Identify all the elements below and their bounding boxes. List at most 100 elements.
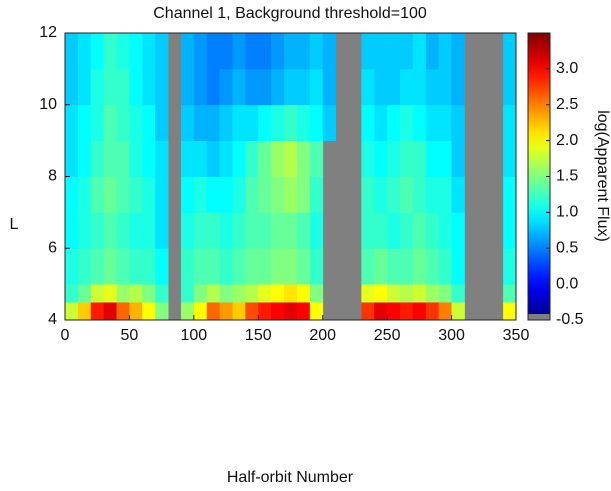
heatmap-cell	[284, 248, 298, 285]
heatmap-cell	[116, 212, 130, 249]
heatmap-cell	[142, 140, 156, 177]
heatmap-cell	[90, 104, 105, 142]
heatmap-cell	[77, 176, 92, 213]
heatmap-cell	[284, 33, 298, 70]
heatmap-cell	[438, 104, 452, 142]
heatmap-cell	[451, 212, 465, 249]
heatmap-cell	[142, 302, 156, 321]
x-tick-label: 150	[245, 327, 272, 344]
colorbar-tick-label: 0.5	[556, 239, 578, 256]
heatmap-cell	[77, 302, 92, 321]
heatmap-cell	[245, 212, 259, 249]
heatmap-cell	[142, 68, 156, 106]
heatmap-cell	[193, 176, 208, 213]
heatmap-cell	[90, 302, 105, 321]
heatmap-cell	[438, 140, 452, 177]
heatmap-cell	[387, 104, 401, 142]
heatmap-cell	[451, 33, 465, 70]
heatmap-cell	[374, 176, 388, 213]
heatmap-cell	[387, 302, 401, 321]
heatmap-cell	[503, 212, 517, 249]
heatmap-cell	[425, 104, 440, 142]
heatmap-cell	[142, 248, 156, 285]
heatmap-cell	[77, 33, 92, 70]
heatmap-cell	[400, 212, 414, 249]
heatmap-cell	[361, 212, 375, 249]
heatmap-cell	[296, 302, 311, 321]
heatmap-cell	[129, 104, 143, 142]
heatmap-cell	[129, 176, 143, 213]
heatmap-cell	[271, 284, 285, 303]
heatmap-cell	[129, 68, 143, 106]
heatmap-cell	[193, 33, 208, 70]
heatmap-cell	[400, 302, 414, 321]
heatmap-cell	[245, 176, 259, 213]
heatmap-cell	[129, 248, 143, 285]
heatmap-cell	[503, 33, 517, 70]
heatmap-cell	[206, 140, 221, 177]
heatmap-cell	[219, 176, 233, 213]
heatmap-cell	[116, 140, 130, 177]
heatmap-cell	[155, 68, 169, 106]
heatmap-cell	[116, 284, 130, 303]
heatmap-cell	[309, 33, 324, 70]
heatmap-cell	[90, 176, 105, 213]
heatmap-cell	[374, 104, 388, 142]
heatmap-cell	[232, 176, 246, 213]
heatmap-cell	[412, 248, 427, 285]
heatmap-cell	[412, 176, 427, 213]
heatmap-cell	[116, 248, 130, 285]
x-tick-label: 250	[374, 327, 401, 344]
heatmap-cell	[451, 176, 465, 213]
heatmap-cell	[438, 248, 452, 285]
heatmap-cell	[425, 68, 440, 106]
heatmap-cell	[180, 176, 195, 213]
heatmap-cell	[296, 140, 311, 177]
heatmap-cell	[361, 176, 375, 213]
heatmap-cell	[412, 302, 427, 321]
heatmap-cell	[180, 302, 195, 321]
heatmap-cell	[90, 33, 105, 70]
colorbar-tick-label: 2.0	[556, 132, 578, 149]
colorbar-tick-label: -0.5	[556, 311, 584, 328]
heatmap-cell	[387, 248, 401, 285]
heatmap-cell	[65, 284, 79, 303]
heatmap-cell	[271, 302, 285, 321]
heatmap-cell	[65, 248, 79, 285]
heatmap-cell	[219, 212, 233, 249]
heatmap-cell	[425, 302, 440, 321]
heatmap-cell	[116, 104, 130, 142]
heatmap-cell	[90, 68, 105, 106]
heatmap-cell	[284, 68, 298, 106]
heatmap-cell	[116, 33, 130, 70]
heatmap-cell	[206, 68, 221, 106]
heatmap-cell	[284, 302, 298, 321]
heatmap-cell	[309, 302, 324, 321]
heatmap-cell	[374, 33, 388, 70]
heatmap-cell	[180, 212, 195, 249]
heatmap-cell	[232, 140, 246, 177]
colorbar-missing	[528, 314, 550, 320]
heatmap-cell	[361, 302, 375, 321]
heatmap-cell	[425, 140, 440, 177]
heatmap-cell	[296, 284, 311, 303]
heatmap-cell	[155, 212, 169, 249]
heatmap-cell	[155, 140, 169, 177]
colorbar	[528, 33, 550, 320]
heatmap-cell	[374, 140, 388, 177]
colorbar-tick-label: 2.5	[556, 96, 578, 113]
heatmap-cell	[387, 68, 401, 106]
heatmap-cell	[65, 33, 79, 70]
heatmap-cell	[271, 212, 285, 249]
heatmap-cell	[451, 140, 465, 177]
heatmap-cell	[400, 140, 414, 177]
y-tick-label: 4	[48, 311, 57, 328]
heatmap-cell	[90, 248, 105, 285]
heatmap-cell	[503, 248, 517, 285]
heatmap-cell	[219, 140, 233, 177]
heatmap-cell	[258, 284, 272, 303]
heatmap-cell	[296, 68, 311, 106]
heatmap-cell	[116, 68, 130, 106]
heatmap-cell	[374, 248, 388, 285]
colorbar-tick-label: 1.5	[556, 168, 578, 185]
